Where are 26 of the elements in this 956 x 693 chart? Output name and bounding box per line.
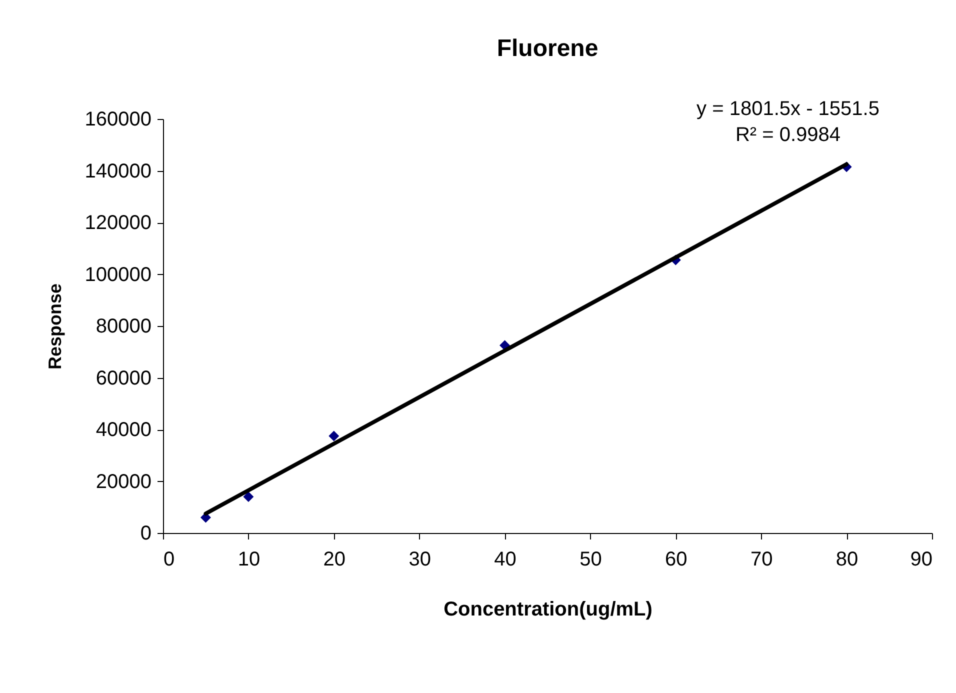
y-tick-label: 20000	[96, 470, 152, 493]
x-tick-label: 20	[323, 548, 346, 570]
y-tick-label: 0	[140, 522, 152, 544]
point	[243, 492, 254, 502]
y-tick-label: 120000	[84, 212, 152, 234]
x-tick-label: 90	[910, 548, 932, 570]
x-axis-title: Concentration(ug/mL)	[444, 598, 652, 620]
annotation: R² = 0.9984	[735, 124, 841, 146]
point	[328, 430, 340, 442]
annotation: y = 1801.5x - 1551.5	[696, 98, 880, 120]
x-tick-label: 70	[750, 548, 773, 570]
x-tick-label: 60	[665, 548, 688, 570]
x-tick-label: 50	[580, 548, 602, 570]
x-tick-label: 0	[164, 548, 175, 570]
y-tick-label: 160000	[84, 108, 152, 130]
x-tick-label: 10	[238, 548, 260, 570]
x-tick-label: 40	[494, 548, 516, 570]
y-tick-label: 80000	[96, 316, 152, 338]
x-tick-label: 30	[408, 548, 431, 570]
y-tick-label: 40000	[96, 419, 152, 441]
y-tick-label: 140000	[84, 160, 152, 182]
y-tick-label: 100000	[84, 264, 152, 286]
chart-title: Fluorene	[496, 35, 598, 62]
y-tick-label: 60000	[96, 367, 152, 390]
y-axis-title: Response	[44, 283, 65, 370]
x-tick-label: 80	[836, 548, 858, 570]
